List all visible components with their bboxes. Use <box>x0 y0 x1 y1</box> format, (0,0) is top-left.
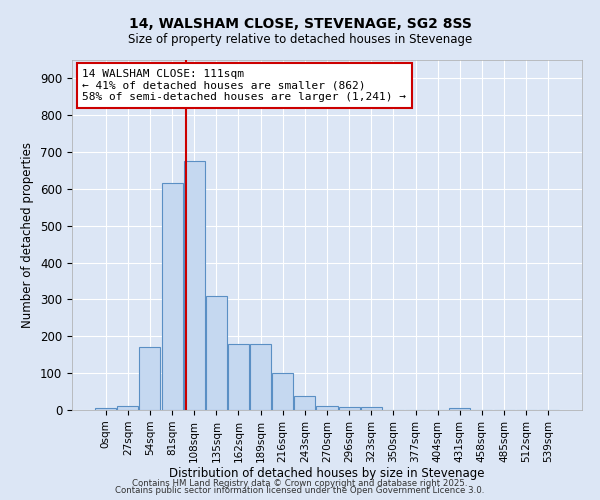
Bar <box>95 408 116 410</box>
Bar <box>118 406 139 410</box>
Bar <box>228 344 249 410</box>
X-axis label: Distribution of detached houses by size in Stevenage: Distribution of detached houses by size … <box>169 468 485 480</box>
Bar <box>316 406 338 410</box>
Bar <box>361 407 382 410</box>
Bar <box>184 162 205 410</box>
Y-axis label: Number of detached properties: Number of detached properties <box>22 142 34 328</box>
Bar <box>206 296 227 410</box>
Bar <box>250 344 271 410</box>
Bar <box>295 396 316 410</box>
Text: Size of property relative to detached houses in Stevenage: Size of property relative to detached ho… <box>128 32 472 46</box>
Bar <box>272 373 293 410</box>
Bar <box>449 408 470 410</box>
Text: 14, WALSHAM CLOSE, STEVENAGE, SG2 8SS: 14, WALSHAM CLOSE, STEVENAGE, SG2 8SS <box>128 18 472 32</box>
Bar <box>338 407 359 410</box>
Bar <box>139 348 160 410</box>
Text: 14 WALSHAM CLOSE: 111sqm
← 41% of detached houses are smaller (862)
58% of semi-: 14 WALSHAM CLOSE: 111sqm ← 41% of detach… <box>82 69 406 102</box>
Text: Contains public sector information licensed under the Open Government Licence 3.: Contains public sector information licen… <box>115 486 485 495</box>
Bar <box>161 184 182 410</box>
Text: Contains HM Land Registry data © Crown copyright and database right 2025.: Contains HM Land Registry data © Crown c… <box>132 478 468 488</box>
